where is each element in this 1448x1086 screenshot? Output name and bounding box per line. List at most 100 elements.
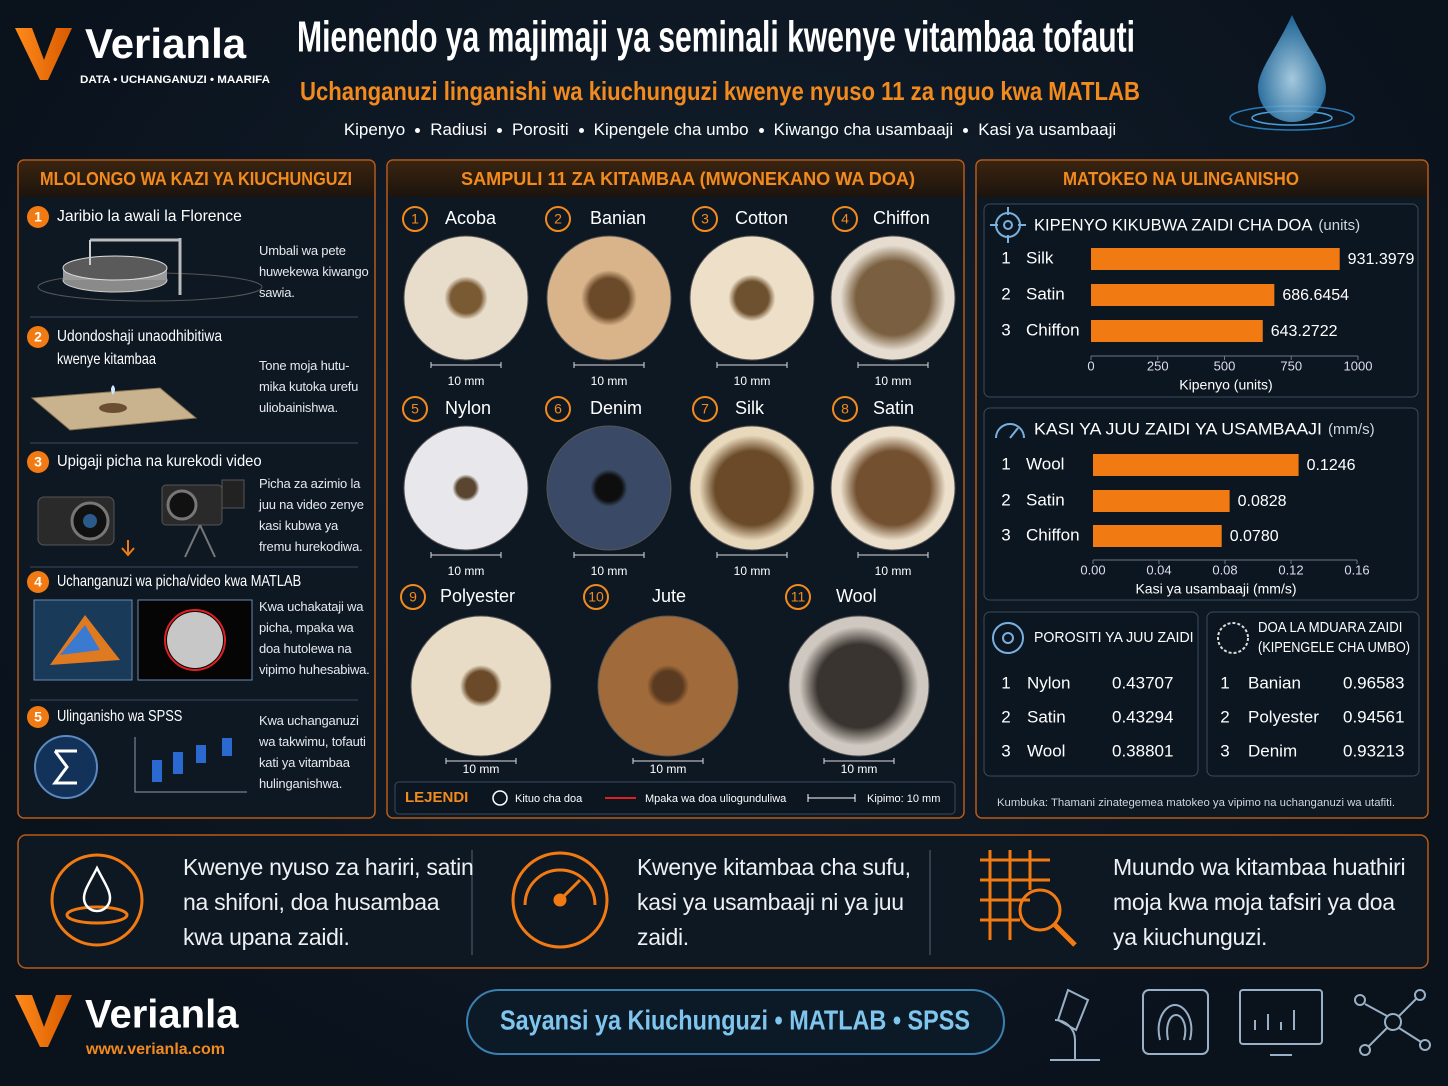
x-tick-label: 0.12 — [1278, 562, 1303, 577]
decoration — [99, 403, 127, 413]
step-title: Uchanganuzi wa picha/video kwa MATLAB — [57, 573, 301, 590]
finding-text: Kwenye kitambaa cha sufu, kasi ya usamba… — [637, 854, 911, 950]
fabric-sample — [546, 425, 672, 551]
decoration — [184, 524, 201, 558]
decoration — [1354, 994, 1366, 1006]
step-number: 2 — [34, 329, 42, 345]
step-text: Kwa uchakataji wa picha, mpaka wa doa hu… — [259, 599, 370, 677]
value-label: 686.6454 — [1282, 287, 1349, 304]
table-cell: Denim — [1248, 741, 1297, 760]
fabric-sample — [788, 615, 930, 757]
scale-label: 10 mm — [875, 374, 912, 388]
decoration — [60, 625, 100, 655]
table-cell: Wool — [1027, 741, 1065, 760]
x-tick-label: 0 — [1087, 358, 1094, 373]
decoration — [990, 207, 1026, 243]
sample-number: 11 — [791, 589, 806, 605]
chart-title: KASI YA JUU ZAIDI YA USAMBAAJI — [1034, 419, 1322, 438]
table-value: 0.94561 — [1343, 707, 1404, 726]
decoration — [1414, 989, 1426, 1001]
table-value: 0.43294 — [1112, 707, 1173, 726]
rank: 3 — [1001, 741, 1010, 760]
decoration — [511, 851, 609, 949]
rank: 1 — [1220, 673, 1229, 692]
sample-number: 5 — [411, 401, 419, 417]
scale-bar — [573, 362, 645, 368]
keyword: Kiwango cha usambaaji — [773, 120, 954, 139]
table-cell: Nylon — [1027, 673, 1070, 692]
decoration — [19, 161, 374, 197]
scale-label: 10 mm — [591, 564, 628, 578]
number-badge — [785, 584, 811, 610]
decoration — [62, 255, 168, 281]
value-label: 0.0828 — [1238, 493, 1287, 510]
category-label: Silk — [1026, 248, 1054, 267]
number-badge — [545, 206, 571, 232]
decoration — [199, 524, 216, 558]
decoration — [1050, 988, 1431, 1061]
legend-marker — [807, 794, 856, 802]
sample-name: Silk — [735, 398, 765, 418]
bar — [1091, 320, 1263, 342]
scale-bar — [445, 758, 517, 764]
decoration — [1002, 632, 1014, 644]
decoration — [222, 738, 232, 756]
decoration — [995, 423, 1025, 439]
x-tick-label: 0.16 — [1344, 562, 1369, 577]
legend-title: LEJENDI — [405, 789, 468, 806]
decoration — [1364, 998, 1422, 1047]
keyword: Kipenyo — [343, 120, 406, 139]
number-badge — [832, 206, 858, 232]
rank: 2 — [1001, 707, 1010, 726]
rank: 2 — [1220, 707, 1229, 726]
sample-name: Satin — [873, 398, 914, 418]
note: Kumbuka: Thamani zinategemea matokeo ya … — [997, 797, 1395, 809]
panel-title: SAMPULI 11 ZA KITAMBAA (MWONEKANO WA DOA… — [461, 169, 915, 189]
table-title: (KIPENGELE CHA UMBO) — [1258, 639, 1410, 656]
fabric-sample — [830, 425, 956, 551]
decoration — [980, 850, 1050, 940]
table-value: 0.93213 — [1343, 741, 1404, 760]
fabric-sample — [546, 235, 672, 361]
title: Mienendo ya majimaji ya seminali kwenye … — [297, 13, 1135, 62]
sample-name: Wool — [836, 586, 877, 606]
scale-label: 10 mm — [591, 374, 628, 388]
category-label: Chiffon — [1026, 320, 1080, 339]
fabric-sample — [689, 425, 815, 551]
scale-bar — [857, 552, 929, 558]
decoration — [82, 865, 112, 913]
decoration — [1142, 989, 1209, 1055]
scale-bar — [823, 758, 895, 764]
keyword: Kipengele cha umbo — [593, 120, 749, 139]
rank: 1 — [1001, 454, 1010, 473]
decoration — [15, 28, 72, 80]
decoration — [1009, 427, 1019, 439]
x-tick-label: 1000 — [1344, 358, 1373, 373]
sample-number: 6 — [554, 401, 562, 417]
decoration — [65, 905, 129, 925]
decoration — [173, 752, 183, 774]
step-text: Kwa uchanganuzi wa takwimu, tofauti kati… — [259, 713, 366, 791]
bar — [1093, 525, 1222, 547]
decoration — [196, 745, 206, 763]
category-label: Satin — [1026, 490, 1065, 509]
number-badge — [545, 396, 571, 422]
sample-name: Chiffon — [873, 208, 930, 228]
number-badge — [400, 584, 426, 610]
rank: 1 — [1001, 673, 1010, 692]
step-badge — [27, 706, 49, 728]
step-badge — [27, 571, 49, 593]
scale-bar — [430, 362, 502, 368]
step-text: Umbali wa pete huwekewa kiwango sawia. — [259, 243, 369, 300]
decoration — [466, 989, 1005, 1055]
table-title: DOA LA MDUARA ZAIDI — [1258, 619, 1402, 636]
bar — [1093, 490, 1230, 512]
decoration — [1003, 220, 1013, 230]
number-badge — [402, 206, 428, 232]
x-tick-label: 0.00 — [1080, 562, 1105, 577]
scale-label: 10 mm — [448, 564, 485, 578]
fabric-sample — [597, 615, 739, 757]
decoration — [523, 868, 597, 906]
step-text: Tone moja hutu-mika kutoka urefu uliobai… — [259, 358, 359, 415]
table-cell: Banian — [1248, 673, 1301, 692]
